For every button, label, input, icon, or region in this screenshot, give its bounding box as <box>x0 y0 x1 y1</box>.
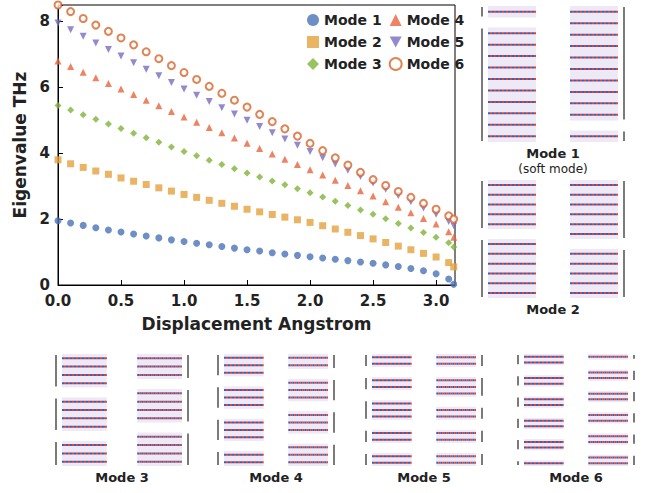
svg-text:Mode 1: Mode 1 <box>324 12 382 28</box>
svg-text:0.0: 0.0 <box>45 292 72 310</box>
svg-text:Mode 3: Mode 3 <box>324 56 382 72</box>
svg-text:2: 2 <box>40 210 50 228</box>
svg-text:Displacement Angstrom: Displacement Angstrom <box>142 314 372 334</box>
svg-text:8: 8 <box>40 12 50 30</box>
svg-text:Mode 2: Mode 2 <box>324 34 382 50</box>
svg-text:Mode 6: Mode 6 <box>549 470 603 485</box>
svg-text:6: 6 <box>40 78 50 96</box>
svg-text:3.0: 3.0 <box>423 292 450 310</box>
svg-text:Mode 5: Mode 5 <box>407 34 465 50</box>
svg-text:Mode 2: Mode 2 <box>526 302 580 317</box>
svg-text:Mode 6: Mode 6 <box>407 56 465 72</box>
svg-text:1.5: 1.5 <box>234 292 261 310</box>
svg-text:Mode 3: Mode 3 <box>95 470 149 485</box>
svg-text:0: 0 <box>39 276 50 294</box>
svg-text:Mode 4: Mode 4 <box>249 470 303 485</box>
svg-text:2.0: 2.0 <box>297 292 324 310</box>
svg-text:0.5: 0.5 <box>108 292 135 310</box>
svg-text:Eigenvalue THz: Eigenvalue THz <box>10 71 30 218</box>
svg-text:Mode 1: Mode 1 <box>526 146 580 161</box>
svg-text:(soft mode): (soft mode) <box>518 162 588 176</box>
svg-text:2.5: 2.5 <box>360 292 387 310</box>
svg-text:Mode 4: Mode 4 <box>407 12 465 28</box>
svg-text:1.0: 1.0 <box>171 292 198 310</box>
svg-text:Mode 5: Mode 5 <box>397 470 451 485</box>
svg-text:4: 4 <box>40 144 50 162</box>
